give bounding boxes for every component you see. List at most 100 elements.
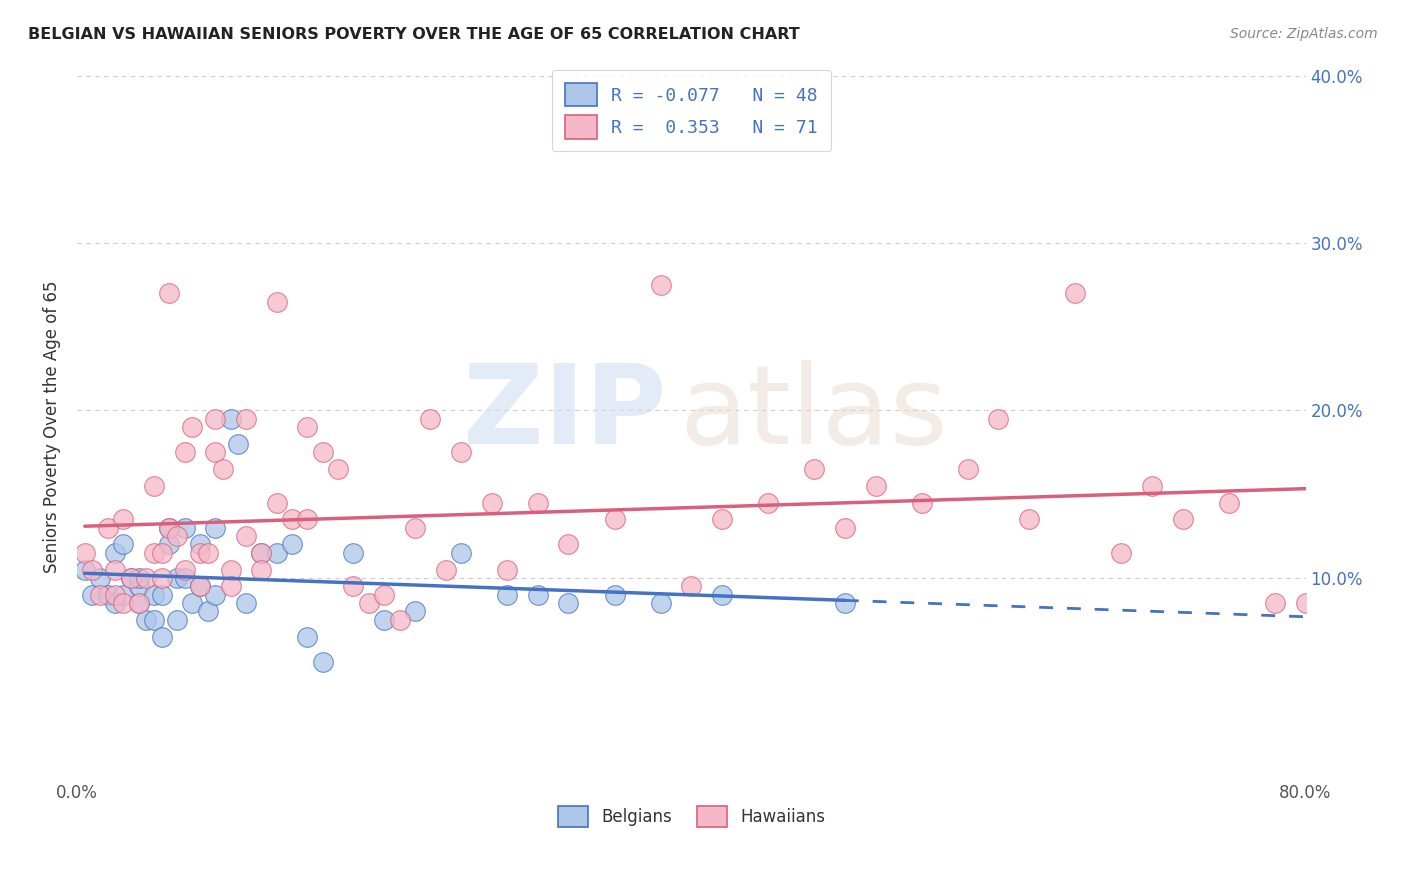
Point xyxy=(496,588,519,602)
Point xyxy=(120,571,142,585)
Point xyxy=(173,445,195,459)
Point xyxy=(89,588,111,602)
Point xyxy=(526,588,548,602)
Point xyxy=(956,462,979,476)
Point xyxy=(250,563,273,577)
Point xyxy=(450,546,472,560)
Point xyxy=(297,512,319,526)
Point xyxy=(404,521,426,535)
Point xyxy=(557,596,579,610)
Point xyxy=(865,479,887,493)
Point xyxy=(1018,512,1040,526)
Point xyxy=(388,613,411,627)
Point xyxy=(204,445,226,459)
Point xyxy=(987,412,1010,426)
Point xyxy=(104,563,127,577)
Point xyxy=(142,588,165,602)
Point xyxy=(135,613,157,627)
Point xyxy=(603,588,626,602)
Point xyxy=(373,613,395,627)
Text: ZIP: ZIP xyxy=(464,359,666,467)
Point xyxy=(188,546,211,560)
Point xyxy=(297,630,319,644)
Point xyxy=(250,546,273,560)
Point xyxy=(135,571,157,585)
Point xyxy=(97,521,120,535)
Point xyxy=(1171,512,1194,526)
Point xyxy=(181,420,204,434)
Point xyxy=(142,479,165,493)
Point xyxy=(104,546,127,560)
Point xyxy=(104,596,127,610)
Point xyxy=(142,613,165,627)
Point xyxy=(235,596,257,610)
Point xyxy=(157,286,180,301)
Point xyxy=(603,512,626,526)
Point xyxy=(173,563,195,577)
Point xyxy=(188,537,211,551)
Point xyxy=(212,462,235,476)
Point xyxy=(188,579,211,593)
Point xyxy=(150,588,173,602)
Point xyxy=(434,563,457,577)
Point xyxy=(120,571,142,585)
Point xyxy=(756,495,779,509)
Point xyxy=(281,512,304,526)
Point xyxy=(173,571,195,585)
Point xyxy=(82,588,104,602)
Point xyxy=(297,420,319,434)
Point xyxy=(204,412,226,426)
Point xyxy=(1295,596,1317,610)
Point xyxy=(166,571,188,585)
Point xyxy=(557,537,579,551)
Point xyxy=(157,521,180,535)
Point xyxy=(142,546,165,560)
Point xyxy=(112,588,135,602)
Point xyxy=(711,512,734,526)
Point xyxy=(419,412,441,426)
Legend: Belgians, Hawaiians: Belgians, Hawaiians xyxy=(551,799,832,834)
Point xyxy=(312,655,335,669)
Point xyxy=(157,521,180,535)
Point xyxy=(266,495,288,509)
Point xyxy=(73,563,96,577)
Point xyxy=(112,596,135,610)
Text: Source: ZipAtlas.com: Source: ZipAtlas.com xyxy=(1230,27,1378,41)
Point xyxy=(235,529,257,543)
Point xyxy=(150,630,173,644)
Point xyxy=(128,579,150,593)
Point xyxy=(450,445,472,459)
Point xyxy=(197,604,219,618)
Point xyxy=(911,495,934,509)
Point xyxy=(235,412,257,426)
Point xyxy=(1264,596,1286,610)
Point xyxy=(326,462,349,476)
Point xyxy=(650,277,672,292)
Point xyxy=(1064,286,1087,301)
Point xyxy=(312,445,335,459)
Point xyxy=(681,579,703,593)
Point xyxy=(128,571,150,585)
Point xyxy=(150,546,173,560)
Point xyxy=(496,563,519,577)
Point xyxy=(219,412,242,426)
Point xyxy=(266,546,288,560)
Point xyxy=(104,588,127,602)
Point xyxy=(173,521,195,535)
Point xyxy=(281,537,304,551)
Point xyxy=(219,579,242,593)
Point xyxy=(197,546,219,560)
Point xyxy=(1109,546,1132,560)
Point xyxy=(204,588,226,602)
Point xyxy=(166,529,188,543)
Point xyxy=(228,437,250,451)
Point xyxy=(97,588,120,602)
Text: atlas: atlas xyxy=(679,359,948,467)
Point xyxy=(834,596,856,610)
Point xyxy=(526,495,548,509)
Point xyxy=(112,537,135,551)
Point xyxy=(803,462,825,476)
Point xyxy=(150,571,173,585)
Point xyxy=(89,571,111,585)
Point xyxy=(357,596,380,610)
